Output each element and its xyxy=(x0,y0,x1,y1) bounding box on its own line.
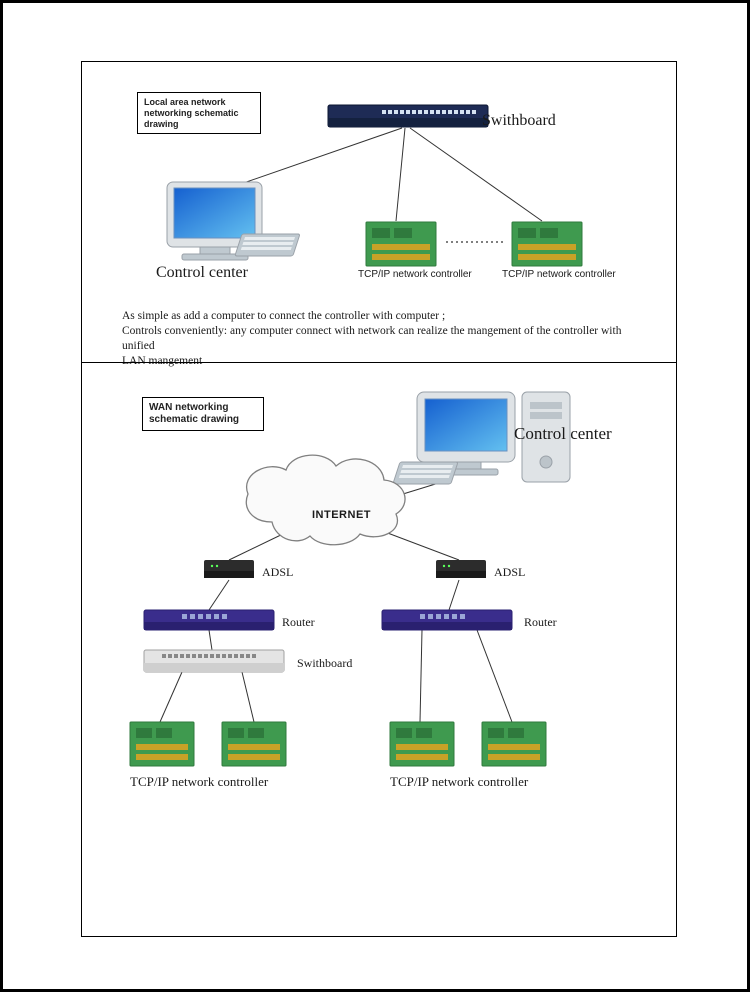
tcpip-label-4: TCP/IP network controller xyxy=(390,774,528,790)
lan-lines xyxy=(232,128,542,221)
inner-frame: Local area network networking schematic … xyxy=(81,61,677,937)
tcpip-label-1: TCP/IP network controller xyxy=(358,269,472,280)
router-label-1: Router xyxy=(282,615,315,630)
internet-cloud-icon xyxy=(246,455,405,545)
tcpip-label-2: TCP/IP network controller xyxy=(502,269,616,280)
control-center-pc-icon xyxy=(167,182,300,260)
lan-desc-line1: As simple as add a computer to connect t… xyxy=(122,310,445,322)
router-label-2: Router xyxy=(524,615,557,630)
adsl-label-1: ADSL xyxy=(262,565,293,580)
lan-desc: As simple as add a computer to connect t… xyxy=(122,309,652,369)
switchboard-label: Swithboard xyxy=(482,112,556,130)
router-1-icon xyxy=(144,610,274,630)
wan-pcb-1-icon xyxy=(130,722,194,766)
internet-label: INTERNET xyxy=(312,509,371,521)
wan-pcb-3-icon xyxy=(390,722,454,766)
wan-pcb-4-icon xyxy=(482,722,546,766)
router-2-icon xyxy=(382,610,512,630)
adsl-label-2: ADSL xyxy=(494,565,525,580)
control-center-label: Control center xyxy=(156,264,248,282)
tcpip-label-3: TCP/IP network controller xyxy=(130,774,268,790)
page: Local area network networking schematic … xyxy=(0,0,750,992)
adsl-modem-2-icon xyxy=(436,560,486,578)
wan-pcb-2-icon xyxy=(222,722,286,766)
switchboard-2-icon xyxy=(144,650,284,672)
lan-pcb-1-icon xyxy=(366,222,436,266)
switchboard-2-label: Swithboard xyxy=(297,656,352,671)
lan-pcb-2-icon xyxy=(512,222,582,266)
adsl-modem-1-icon xyxy=(204,560,254,578)
switchboard-icon xyxy=(328,105,488,127)
lan-desc-line2: Controls conveniently: any computer conn… xyxy=(122,325,621,352)
wan-svg xyxy=(82,362,676,936)
wan-control-center-label: Control center xyxy=(514,424,612,444)
